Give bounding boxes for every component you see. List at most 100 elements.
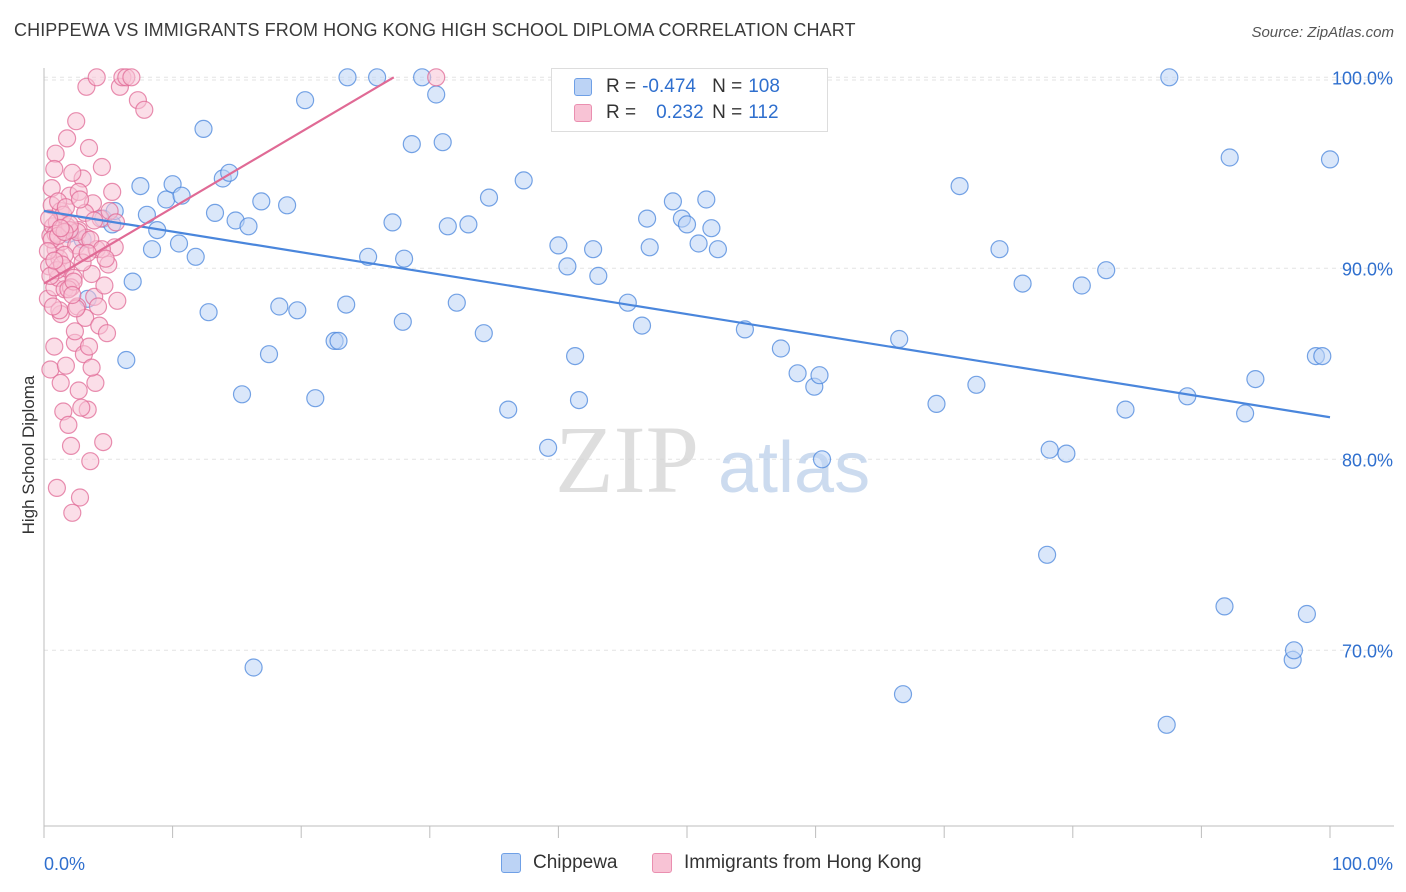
- y-tick-label: 90.0%: [1342, 259, 1393, 279]
- point-hong-kong: [63, 285, 82, 305]
- trend-line-chippewa: [43, 209, 1331, 419]
- point-chippewa: [927, 394, 946, 413]
- trend-lines: [43, 76, 1331, 419]
- point-hong-kong: [108, 291, 127, 310]
- point-hong-kong: [43, 297, 63, 316]
- point-chippewa: [252, 192, 271, 211]
- point-chippewa: [1116, 400, 1135, 419]
- point-chippewa: [239, 217, 258, 236]
- stats-box: R = -0.474 N = 108 R = 0.232 N = 112: [551, 68, 828, 132]
- y-tick-label: 80.0%: [1342, 450, 1393, 470]
- legend-item-hong-kong[interactable]: Immigrants from Hong Kong: [652, 852, 922, 874]
- stats-r-label: R =: [606, 76, 637, 97]
- point-hong-kong: [56, 198, 76, 217]
- y-tick-label: 70.0%: [1342, 641, 1393, 661]
- stats-n-value: 112: [748, 102, 779, 123]
- point-chippewa: [1097, 261, 1116, 280]
- point-hong-kong: [65, 322, 85, 341]
- point-hong-kong: [103, 182, 122, 201]
- point-chippewa: [459, 215, 478, 234]
- point-chippewa: [1057, 444, 1076, 463]
- point-chippewa: [186, 247, 205, 266]
- legend-swatch-hong-kong: [652, 853, 672, 873]
- stats-n-label: N =: [712, 76, 743, 97]
- point-hong-kong: [47, 478, 67, 497]
- point-hong-kong: [45, 337, 64, 356]
- axes: [43, 68, 1394, 838]
- point-chippewa: [708, 240, 728, 259]
- point-chippewa: [117, 350, 136, 370]
- point-chippewa: [565, 347, 585, 366]
- point-hong-kong: [79, 337, 99, 356]
- point-chippewa: [368, 68, 387, 87]
- point-chippewa: [1313, 347, 1332, 366]
- legend-item-chippewa[interactable]: Chippewa: [501, 852, 618, 874]
- point-chippewa: [950, 177, 969, 196]
- point-chippewa: [1320, 150, 1340, 169]
- point-chippewa: [514, 171, 533, 190]
- point-chippewa: [810, 366, 829, 385]
- point-hong-kong: [56, 356, 76, 375]
- point-hong-kong: [92, 157, 112, 177]
- stats-n-value: 108: [748, 76, 780, 97]
- point-chippewa: [427, 85, 446, 104]
- point-chippewa: [393, 312, 412, 331]
- y-axis-title: High School Diploma: [19, 375, 38, 534]
- point-hong-kong: [88, 297, 108, 316]
- point-chippewa: [438, 217, 457, 236]
- legend-swatch-chippewa: [501, 853, 521, 873]
- point-chippewa: [383, 213, 402, 232]
- point-hong-kong: [59, 415, 78, 434]
- legend-label-chippewa: Chippewa: [533, 852, 618, 873]
- point-hong-kong: [57, 129, 77, 148]
- point-chippewa: [338, 68, 357, 87]
- stats-r-label: R =: [606, 102, 637, 123]
- stats-swatch-chippewa: [574, 78, 592, 96]
- point-hong-kong: [96, 249, 115, 268]
- point-chippewa: [632, 316, 652, 335]
- x-tick-label: 100.0%: [1332, 854, 1393, 874]
- series-chippewa: [59, 68, 1340, 734]
- point-chippewa: [1160, 68, 1179, 87]
- point-chippewa: [538, 438, 558, 457]
- point-chippewa: [329, 331, 348, 350]
- point-chippewa: [447, 293, 466, 312]
- stats-n-label: N =: [712, 102, 743, 123]
- point-hong-kong: [135, 100, 154, 119]
- point-hong-kong: [86, 373, 105, 392]
- point-chippewa: [359, 247, 378, 266]
- point-hong-kong: [82, 358, 101, 377]
- point-chippewa: [259, 345, 279, 364]
- point-chippewa: [583, 240, 603, 259]
- watermark: ZIP atlas: [555, 406, 870, 513]
- point-hong-kong: [51, 219, 70, 238]
- point-chippewa: [1040, 440, 1059, 459]
- point-chippewa: [890, 329, 909, 349]
- point-chippewa: [131, 177, 150, 196]
- legend: Chippewa Immigrants from Hong Kong: [0, 852, 1406, 878]
- point-chippewa: [812, 450, 832, 469]
- point-chippewa: [788, 364, 807, 383]
- y-tick-label: 100.0%: [1332, 68, 1393, 88]
- point-hong-kong: [87, 68, 106, 87]
- point-chippewa: [589, 266, 608, 285]
- source-label: Source: ZipAtlas.com: [1251, 24, 1394, 41]
- point-chippewa: [296, 91, 315, 110]
- point-hong-kong: [81, 452, 100, 471]
- point-chippewa: [689, 234, 708, 253]
- point-chippewa: [288, 301, 307, 320]
- point-chippewa: [137, 205, 156, 224]
- point-hong-kong: [94, 433, 113, 452]
- point-chippewa: [278, 196, 297, 215]
- trend-line-hong-kong: [43, 76, 395, 285]
- point-chippewa: [270, 297, 289, 316]
- point-hong-kong: [67, 112, 86, 131]
- stats-r-value: 0.232: [656, 102, 704, 123]
- point-hong-kong: [51, 373, 70, 392]
- point-chippewa: [893, 685, 913, 704]
- legend-label-hong-kong: Immigrants from Hong Kong: [684, 852, 922, 873]
- point-chippewa: [474, 324, 493, 343]
- point-chippewa: [558, 257, 577, 276]
- point-hong-kong: [70, 190, 90, 209]
